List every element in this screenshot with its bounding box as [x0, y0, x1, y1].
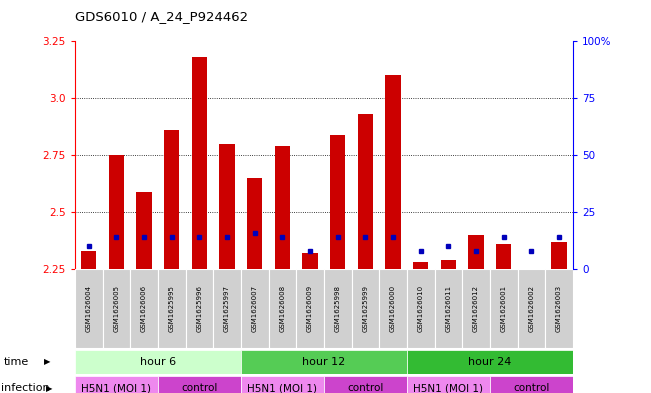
Text: GSM1626004: GSM1626004: [86, 285, 92, 332]
Text: control: control: [181, 383, 217, 393]
Text: time: time: [3, 357, 29, 367]
Bar: [109, 155, 124, 269]
Text: ▶: ▶: [44, 358, 50, 366]
Bar: [275, 146, 290, 269]
Bar: [219, 144, 234, 269]
Text: hour 12: hour 12: [302, 357, 346, 367]
Text: GSM1626007: GSM1626007: [252, 285, 258, 332]
Text: GSM1626006: GSM1626006: [141, 285, 147, 332]
Text: GSM1625997: GSM1625997: [224, 285, 230, 332]
Bar: [103, 269, 130, 348]
Bar: [385, 75, 400, 269]
Text: H5N1 (MOI 1): H5N1 (MOI 1): [247, 383, 318, 393]
Text: hour 24: hour 24: [468, 357, 512, 367]
Text: GSM1625999: GSM1625999: [363, 285, 368, 332]
Bar: [192, 57, 207, 269]
Text: GSM1626011: GSM1626011: [445, 285, 451, 332]
Text: GSM1625996: GSM1625996: [197, 285, 202, 332]
Bar: [407, 376, 490, 393]
Text: GDS6010 / A_24_P924462: GDS6010 / A_24_P924462: [75, 10, 248, 23]
Bar: [158, 376, 241, 393]
Bar: [518, 269, 545, 348]
Text: GSM1626002: GSM1626002: [529, 285, 534, 332]
Bar: [407, 350, 573, 374]
Bar: [551, 242, 566, 269]
Bar: [303, 253, 318, 269]
Bar: [324, 269, 352, 348]
Bar: [296, 269, 324, 348]
Bar: [241, 269, 269, 348]
Text: GSM1625998: GSM1625998: [335, 285, 340, 332]
Text: control: control: [347, 383, 383, 393]
Bar: [75, 376, 158, 393]
Text: hour 6: hour 6: [140, 357, 176, 367]
Text: GSM1626012: GSM1626012: [473, 285, 479, 332]
Text: GSM1626005: GSM1626005: [113, 285, 119, 332]
Bar: [545, 269, 573, 348]
Bar: [496, 244, 511, 269]
Text: GSM1626003: GSM1626003: [556, 285, 562, 332]
Bar: [435, 269, 462, 348]
Bar: [490, 269, 518, 348]
Text: infection: infection: [1, 383, 49, 393]
Bar: [164, 130, 179, 269]
Bar: [241, 350, 407, 374]
Bar: [469, 235, 484, 269]
Bar: [407, 269, 435, 348]
Bar: [241, 376, 324, 393]
Bar: [213, 269, 241, 348]
Text: H5N1 (MOI 1): H5N1 (MOI 1): [413, 383, 484, 393]
Text: ▶: ▶: [46, 384, 52, 393]
Bar: [330, 135, 345, 269]
Text: GSM1626000: GSM1626000: [390, 285, 396, 332]
Bar: [130, 269, 158, 348]
Bar: [81, 251, 96, 269]
Bar: [269, 269, 296, 348]
Bar: [247, 178, 262, 269]
Bar: [441, 260, 456, 269]
Bar: [75, 350, 241, 374]
Text: control: control: [513, 383, 549, 393]
Bar: [379, 269, 407, 348]
Bar: [324, 376, 407, 393]
Bar: [186, 269, 213, 348]
Bar: [75, 269, 103, 348]
Bar: [158, 269, 186, 348]
Text: GSM1626001: GSM1626001: [501, 285, 506, 332]
Text: GSM1626008: GSM1626008: [279, 285, 285, 332]
Text: GSM1625995: GSM1625995: [169, 285, 174, 332]
Bar: [413, 263, 428, 269]
Bar: [490, 376, 573, 393]
Text: GSM1626009: GSM1626009: [307, 285, 313, 332]
Text: H5N1 (MOI 1): H5N1 (MOI 1): [81, 383, 152, 393]
Bar: [352, 269, 379, 348]
Bar: [137, 192, 152, 269]
Text: GSM1626010: GSM1626010: [418, 285, 424, 332]
Bar: [462, 269, 490, 348]
Bar: [358, 114, 373, 269]
